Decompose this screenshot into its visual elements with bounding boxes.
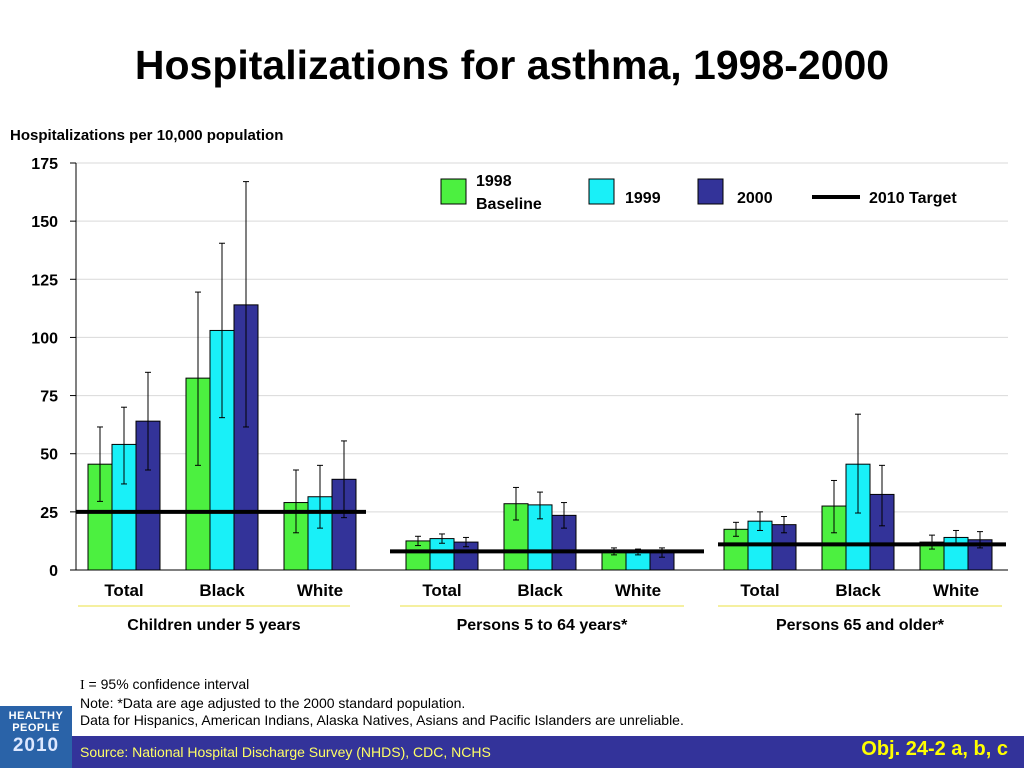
legend-label-2000: 2000 <box>737 190 773 207</box>
category-label: Total <box>740 581 779 600</box>
legend-swatch-2000 <box>697 178 724 205</box>
legend-swatch-1998 <box>440 178 467 205</box>
ci-symbol: I <box>80 678 85 693</box>
category-label: Total <box>422 581 461 600</box>
ci-note: I = 95% confidence interval <box>80 676 684 695</box>
y-tick-label: 100 <box>31 330 58 347</box>
logo-line-3: 2010 <box>12 735 60 756</box>
y-axis-label: Hospitalizations per 10,000 population <box>10 127 284 144</box>
category-label: Total <box>104 581 143 600</box>
group-label: Persons 65 and older* <box>776 617 945 634</box>
y-tick-label: 0 <box>49 563 58 580</box>
legend-label-1998: 1998 <box>476 173 512 190</box>
healthy-people-2010-logo: HEALTHY PEOPLE 2010 <box>0 706 72 768</box>
y-tick-label: 25 <box>40 505 58 522</box>
category-label: Black <box>517 581 563 600</box>
category-label: Black <box>835 581 881 600</box>
group-label: Persons 5 to 64 years* <box>457 617 629 634</box>
y-tick-label: 75 <box>40 389 58 406</box>
y-tick-label: 50 <box>40 447 58 464</box>
bar-1998 <box>821 505 847 571</box>
category-label: White <box>297 581 343 600</box>
objective-label: Obj. 24-2 a, b, c <box>861 738 1008 760</box>
category-label: White <box>933 581 979 600</box>
y-tick-label: 150 <box>31 214 58 231</box>
footer-bar <box>0 736 1024 768</box>
y-tick-label: 125 <box>31 272 58 289</box>
legend-label-1999: 1999 <box>625 190 661 207</box>
logo-line-2: PEOPLE <box>12 722 60 734</box>
legend-label-1998-baseline: Baseline <box>476 196 542 213</box>
age-adjust-note: Note: *Data are age adjusted to the 2000… <box>80 694 466 711</box>
notes: I = 95% confidence interval Note: *Data … <box>80 676 684 730</box>
source-text: Source: National Hospital Discharge Surv… <box>80 744 491 760</box>
bar-chart: 0 25 50 75 100 125 150 175 Total Black White Childr… <box>31 156 1008 634</box>
logo-line-1: HEALTHY <box>8 710 64 722</box>
group-label: Children under 5 years <box>127 617 300 634</box>
unreliable-data-note: Data for Hispanics, American Indians, Al… <box>80 712 684 728</box>
legend-swatch-1999 <box>588 178 615 205</box>
category-label: White <box>615 581 661 600</box>
category-label: Black <box>199 581 245 600</box>
ci-note-text: = 95% confidence interval <box>84 676 250 692</box>
chart-title: Hospitalizations for asthma, 1998-2000 <box>134 42 890 88</box>
y-tick-label: 175 <box>31 156 58 173</box>
legend-label-target: 2010 Target <box>869 190 957 207</box>
